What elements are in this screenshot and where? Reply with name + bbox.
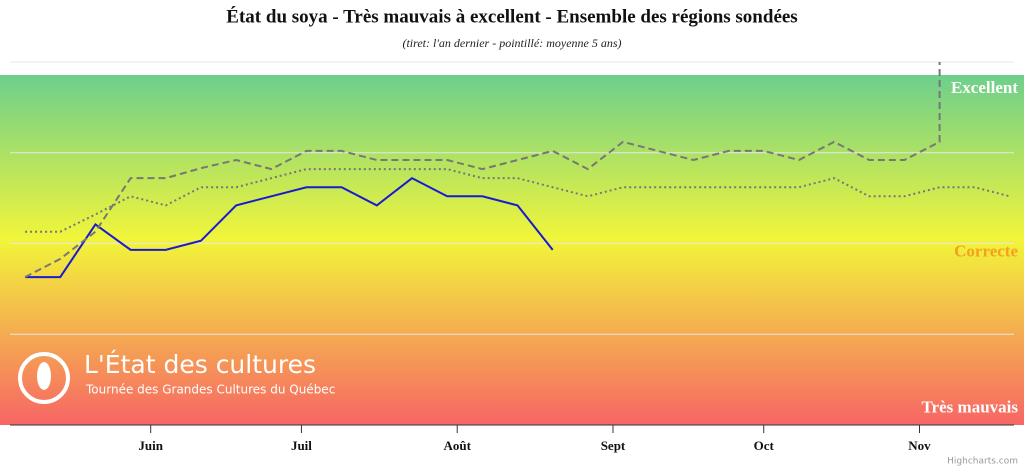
x-tick-label: Sept xyxy=(601,438,626,453)
x-tick-label: Juin xyxy=(138,438,163,453)
logo-icon xyxy=(37,362,51,390)
credits: Highcharts.com xyxy=(947,457,1018,467)
logo-icon xyxy=(18,352,70,404)
logo-name: L'État des cultures xyxy=(84,350,316,379)
series-line xyxy=(25,168,1011,233)
logo-tagline: Tournée des Grandes Cultures du Québec xyxy=(85,383,335,397)
series-line xyxy=(24,62,941,278)
x-tick-label: Juil xyxy=(291,438,312,453)
band-label: Excellent xyxy=(951,78,1018,97)
x-tick-label: Oct xyxy=(754,438,775,453)
x-tick-label: Août xyxy=(443,438,471,453)
x-tick-label: Nov xyxy=(908,438,931,453)
band-label: Très mauvais xyxy=(922,398,1019,417)
chart-subtitle: (tiret: l'an dernier - pointillé: moyenn… xyxy=(402,36,621,50)
series-line xyxy=(25,176,554,279)
band-label: Correcte xyxy=(954,241,1018,260)
plot-background xyxy=(0,75,1024,425)
logo: L'État des cultures Tournée des Grandes … xyxy=(18,350,335,404)
chart-title: État du soya - Très mauvais à excellent … xyxy=(226,5,797,27)
